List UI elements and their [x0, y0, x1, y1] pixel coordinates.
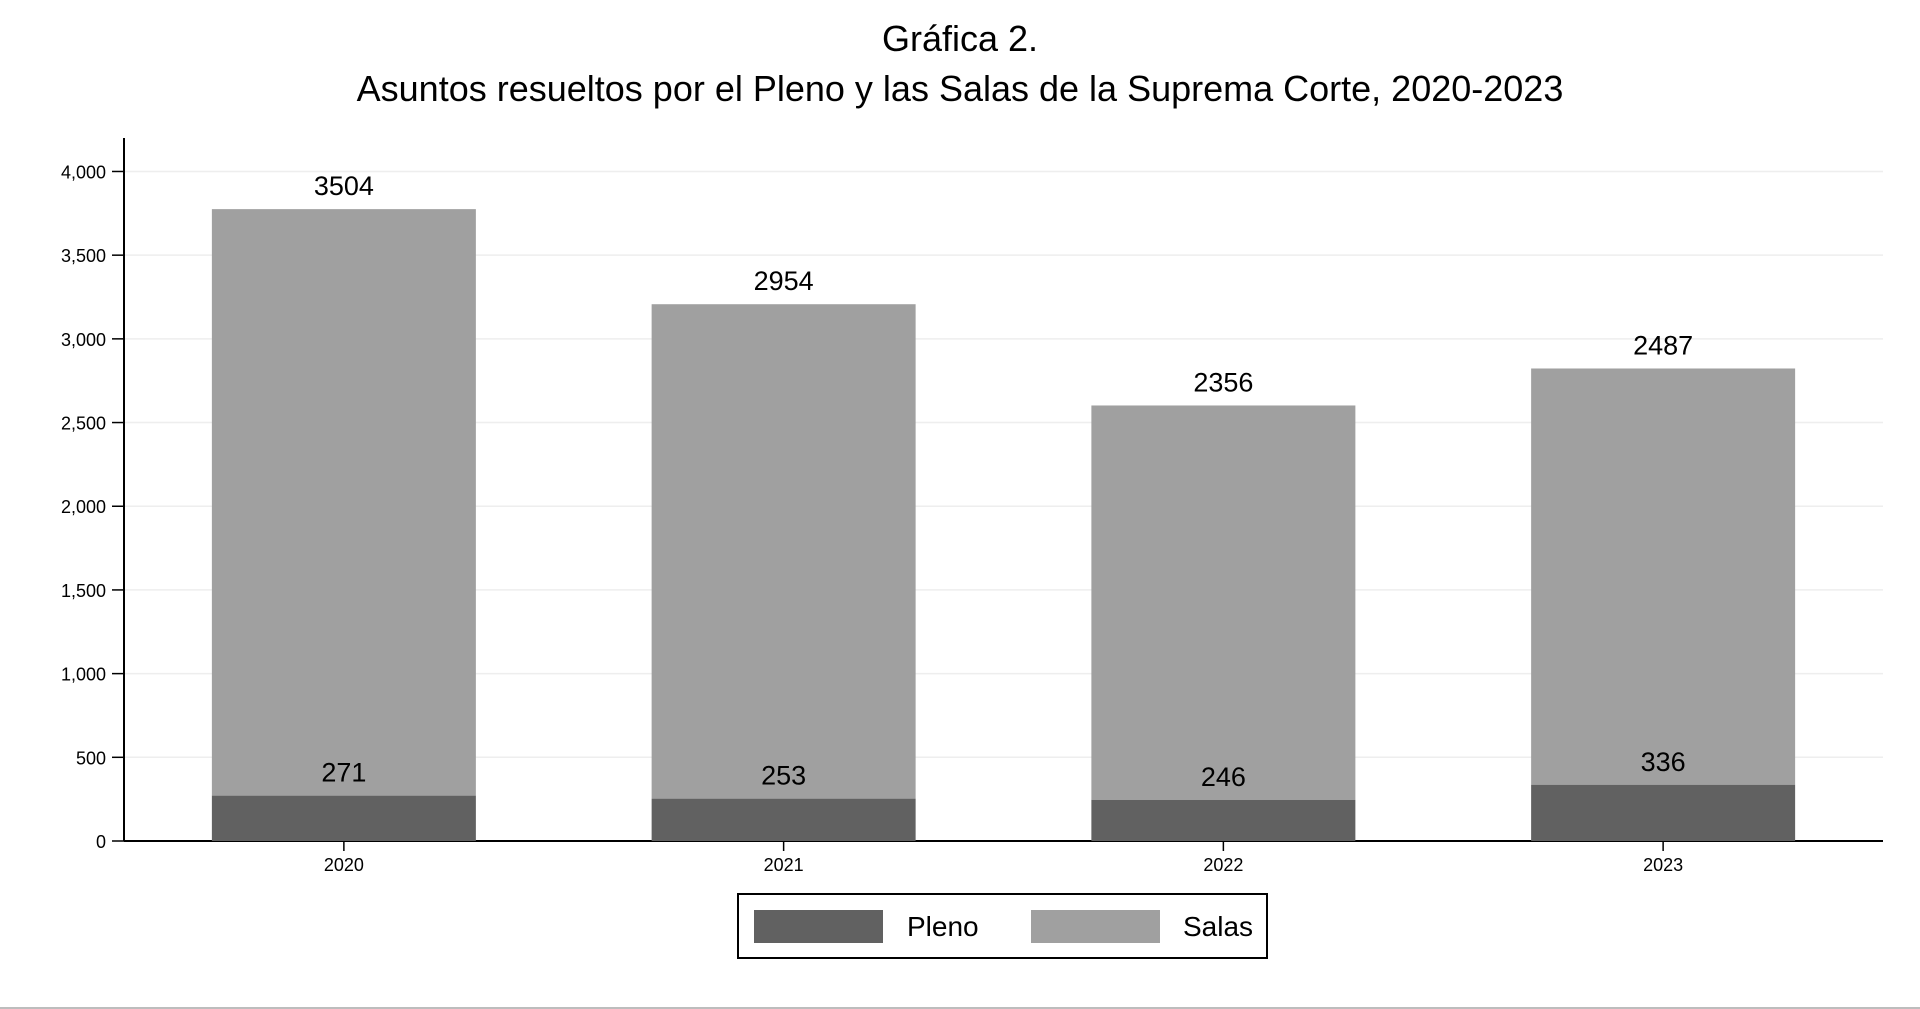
y-tick-label: 2,500 [61, 414, 106, 434]
chart-title: Gráfica 2. [881, 18, 1039, 59]
y-tick-label: 1,500 [61, 581, 106, 601]
y-tick-label: 4,000 [61, 162, 106, 182]
bar-pleno [1531, 784, 1796, 841]
legend-label-pleno: Pleno [907, 911, 979, 942]
x-tick-label: 2023 [1643, 855, 1683, 875]
data-label-salas: 3504 [314, 171, 374, 201]
y-tick-label: 3,000 [61, 330, 106, 350]
y-tick-label: 2,000 [61, 497, 106, 517]
data-label-pleno: 336 [1641, 747, 1686, 777]
data-label-salas: 2487 [1633, 330, 1693, 360]
y-tick-label: 0 [96, 832, 106, 852]
data-label-pleno: 246 [1201, 762, 1246, 792]
legend-swatch-salas [1031, 910, 1160, 943]
bar-pleno [651, 798, 916, 841]
data-label-pleno: 253 [761, 761, 806, 791]
bar-salas [1531, 368, 1796, 785]
bar-pleno [211, 795, 476, 841]
bar-pleno [1091, 799, 1356, 841]
chart-legend: Pleno Salas [737, 893, 1268, 959]
bar-salas [1091, 405, 1356, 800]
y-tick-label: 500 [76, 748, 106, 768]
legend-label-salas: Salas [1183, 911, 1254, 942]
data-label-salas: 2954 [754, 266, 814, 296]
y-tick-label: 3,500 [61, 246, 106, 266]
data-label-salas: 2356 [1193, 367, 1253, 397]
bar-salas [211, 209, 476, 796]
x-tick-label: 2022 [1203, 855, 1243, 875]
bottom-divider [0, 1007, 1920, 1009]
y-tick-label: 1,000 [61, 665, 106, 685]
bar-salas [651, 304, 916, 799]
x-tick-label: 2021 [764, 855, 804, 875]
chart-subtitle: Asuntos resueltos por el Pleno y las Sal… [356, 68, 1564, 109]
legend-swatch-pleno [754, 910, 883, 943]
data-label-pleno: 271 [321, 758, 366, 788]
x-tick-label: 2020 [324, 855, 364, 875]
